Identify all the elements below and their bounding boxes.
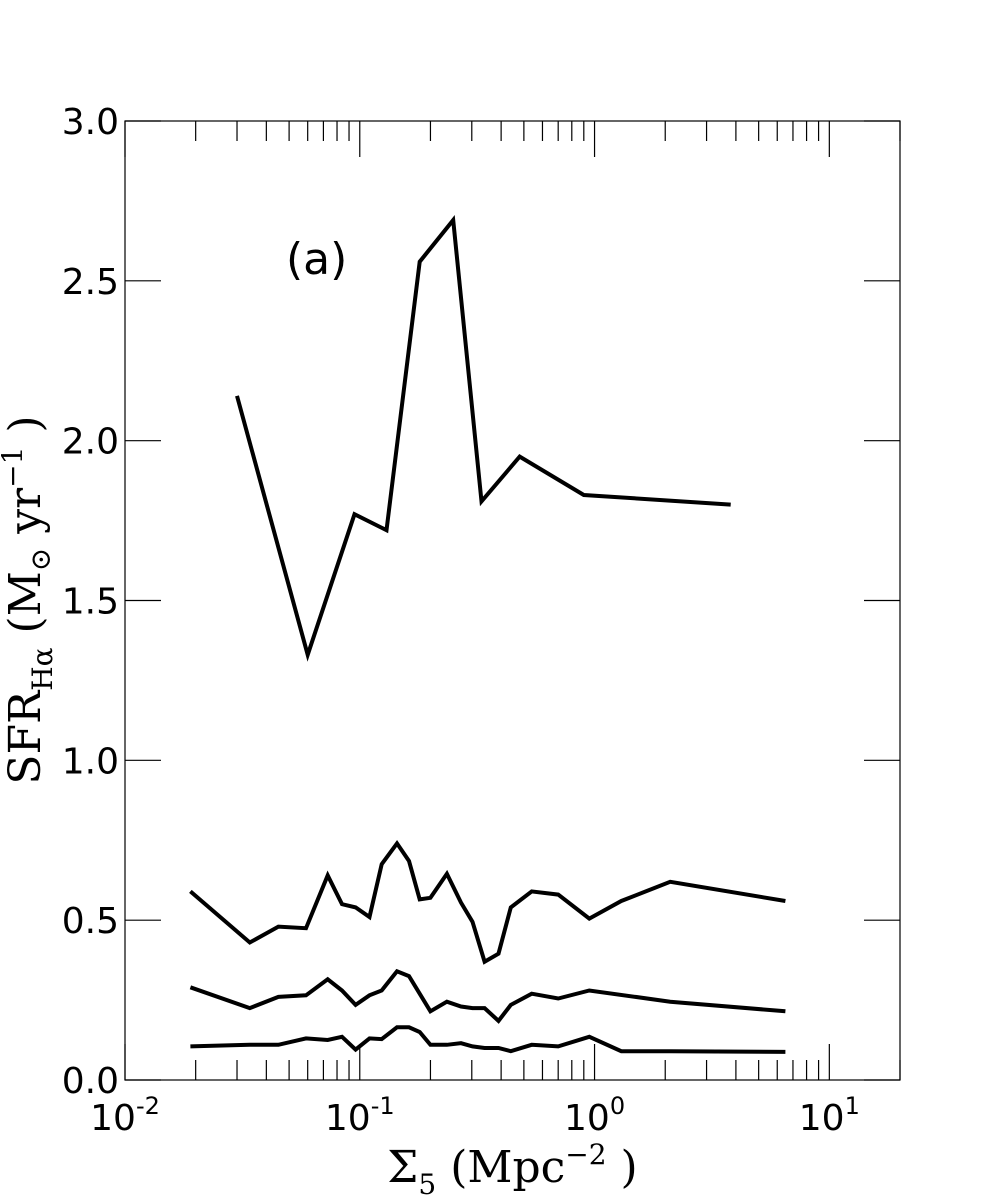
x-tick-label: 100 — [564, 1092, 625, 1139]
x-tick-label: 10-2 — [90, 1092, 160, 1139]
x-tick-label: 10-1 — [325, 1092, 395, 1139]
series-line-2 — [189, 839, 786, 965]
tick-labels: 0.0 0.5 1.0 1.5 2.0 2.5 3.0 10-2 10-1 100 101 — [62, 102, 860, 1139]
panel-annotation: (a) — [286, 234, 347, 285]
y-tick-label: 2.5 — [62, 262, 119, 303]
y-tick-label: 2.0 — [62, 422, 119, 463]
series-lines — [189, 215, 786, 1054]
x-tick-label: 101 — [799, 1092, 860, 1139]
y-tick-label: 3.0 — [62, 102, 119, 143]
series-line-3 — [189, 968, 786, 1024]
y-tick-label: 1.5 — [62, 582, 119, 623]
y-tick-label: 0.0 — [62, 1061, 119, 1102]
y-tick-label: 0.5 — [62, 901, 119, 942]
series-line-4 — [190, 1025, 786, 1054]
y-tick-label: 1.0 — [62, 741, 119, 782]
y-axis-label: SFRHα (M⊙ yr−1 ) — [0, 415, 59, 784]
axis-ticks — [124, 120, 901, 1081]
series-line-1 — [235, 215, 731, 662]
x-axis-label: Σ5 (Mpc−2 ) — [387, 1138, 637, 1200]
